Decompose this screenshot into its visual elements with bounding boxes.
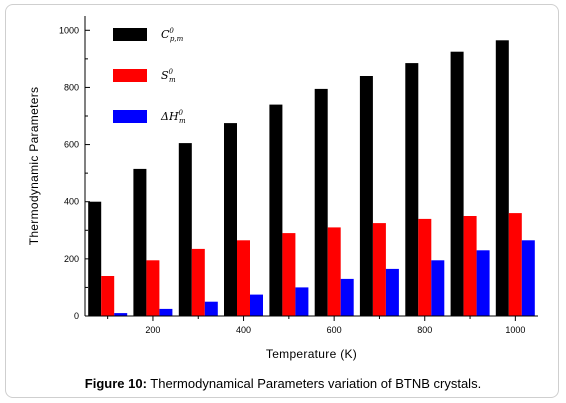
bar-series2-100 (114, 313, 128, 316)
bar-series0-500 (269, 104, 283, 316)
bar-series0-800 (405, 63, 419, 316)
bar-series2-1000 (521, 240, 535, 316)
legend-label-0: C0 p,m (161, 27, 184, 43)
bar-series2-700 (385, 268, 399, 316)
y-tick-label-800: 800 (64, 82, 79, 92)
bar-series1-800 (418, 218, 432, 316)
x-axis-title: Temperature (K) (266, 347, 357, 361)
bar-series1-400 (237, 240, 250, 316)
axes-group (84, 16, 538, 317)
bar-series1-700 (372, 223, 386, 316)
bar-series1-100 (101, 276, 115, 316)
bar-series0-700 (359, 76, 373, 316)
bar-series0-900 (450, 51, 464, 316)
x-tick-label-1000: 1000 (505, 325, 525, 335)
figure-caption: Figure 10: Thermodynamical Parameters va… (0, 376, 566, 391)
bar-series0-200 (133, 168, 147, 316)
bar-series1-900 (463, 216, 477, 316)
bar-series2-800 (431, 260, 445, 316)
bar-series1-1000 (508, 213, 522, 316)
bar-series1-600 (327, 227, 341, 316)
x-tick-label-200: 200 (145, 325, 160, 335)
bar-series1-300 (191, 248, 205, 316)
x-tick-label-400: 400 (236, 325, 251, 335)
bar-series2-300 (204, 301, 218, 316)
legend-swatch-2 (113, 110, 147, 123)
y-axis-title: Thermodynamic Parameters (27, 87, 41, 246)
bar-series2-200 (159, 308, 173, 316)
bar-series1-500 (282, 233, 296, 316)
legend-label-2: ΔH0 m (160, 109, 186, 125)
x-tick-label-800: 800 (417, 325, 432, 335)
y-tick-label-1000: 1000 (59, 25, 79, 35)
bar-series2-500 (295, 287, 309, 316)
bar-series1-200 (146, 260, 160, 316)
bar-series2-400 (250, 294, 263, 316)
y-tick-label-0: 0 (74, 311, 79, 321)
bar-series0-1000 (495, 40, 509, 317)
bar-series0-600 (314, 88, 328, 317)
tick-labels-group: 0 200 400 600 800 1000 200 400 600 800 1000 (59, 25, 525, 335)
bar-series2-900 (476, 250, 490, 316)
caption-label: Figure 10: (84, 376, 147, 391)
y-tick-label-600: 600 (64, 140, 79, 150)
bar-series0-100 (88, 201, 102, 316)
x-tick-label-600: 600 (327, 325, 342, 335)
caption-text: Thermodynamical Parameters variation of … (146, 376, 482, 391)
legend-swatch-1 (113, 69, 147, 82)
legend-label-1: S0 m (161, 68, 176, 84)
y-tick-label-400: 400 (64, 197, 79, 207)
legend: C0 p,m S0 m ΔH0 m (113, 27, 186, 125)
bar-series0-300 (178, 143, 192, 316)
bar-series2-600 (340, 278, 354, 316)
bars-group (88, 40, 535, 317)
legend-swatch-0 (113, 28, 147, 41)
y-tick-label-200: 200 (64, 254, 79, 264)
bar-series0-400 (224, 123, 237, 316)
